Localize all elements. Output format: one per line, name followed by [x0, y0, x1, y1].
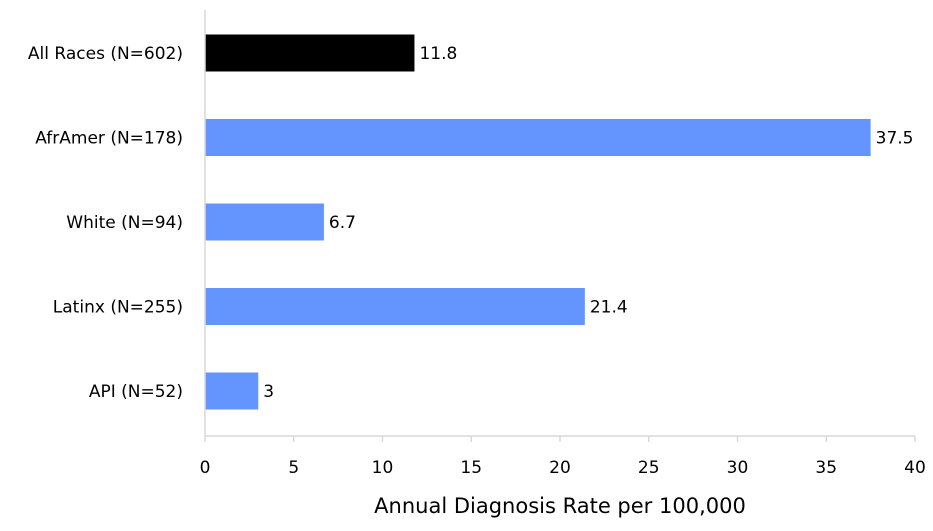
x-tick-label-2: 10	[372, 458, 394, 478]
x-tick-label-4: 20	[549, 458, 571, 478]
x-tick-label-3: 15	[460, 458, 482, 478]
bar-2	[205, 203, 324, 241]
labels-layer: All Races (N=602) 11.8 AfrAmer (N=178) 37.5…	[28, 44, 926, 478]
category-label-2: White (N=94)	[66, 213, 183, 233]
data-label-1: 37.5	[876, 129, 914, 149]
x-tick-label-5: 25	[638, 458, 660, 478]
x-tick-label-0: 0	[200, 458, 211, 478]
category-label-0: All Races (N=602)	[28, 44, 183, 64]
x-tick-label-7: 35	[815, 458, 837, 478]
data-label-4: 3	[263, 382, 274, 402]
category-label-3: Latinx (N=255)	[53, 298, 183, 318]
data-label-0: 11.8	[419, 44, 457, 64]
bar-0	[205, 34, 415, 72]
x-axis-title: Annual Diagnosis Rate per 100,000	[374, 494, 746, 518]
data-label-2: 6.7	[329, 213, 356, 233]
bar-3	[205, 288, 585, 325]
data-label-3: 21.4	[590, 298, 628, 318]
bar-4	[205, 372, 259, 410]
axes-layer	[204, 10, 916, 442]
x-tick-label-6: 30	[727, 458, 749, 478]
x-tick-label-8: 40	[904, 458, 926, 478]
x-tick-label-1: 5	[288, 458, 299, 478]
bars-layer	[205, 34, 871, 410]
bar-1	[205, 119, 871, 156]
category-label-1: AfrAmer (N=178)	[35, 129, 183, 149]
category-label-4: API (N=52)	[89, 382, 183, 402]
